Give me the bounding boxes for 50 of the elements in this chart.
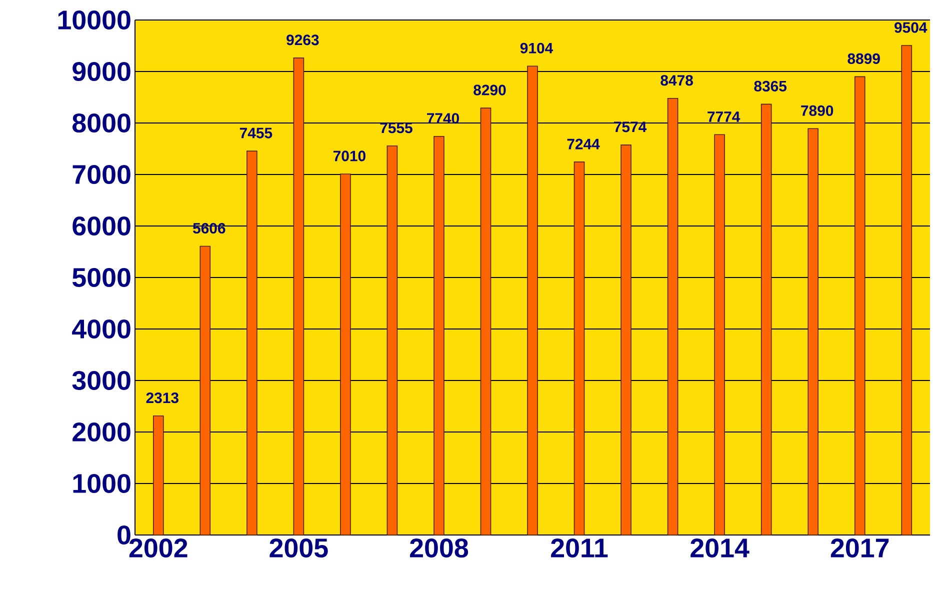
y-tick-label: 4000 bbox=[72, 319, 130, 339]
data-label: 9263 bbox=[286, 34, 319, 46]
x-tick-label: 2008 bbox=[410, 538, 468, 558]
bar bbox=[386, 146, 398, 536]
data-label: 8899 bbox=[848, 53, 880, 64]
data-label: 8290 bbox=[474, 84, 506, 96]
data-label: 7010 bbox=[333, 150, 366, 162]
data-label: 7574 bbox=[614, 122, 647, 132]
y-tick-label: 5000 bbox=[72, 268, 130, 288]
y-tick-label: 9000 bbox=[72, 62, 130, 82]
bar bbox=[480, 108, 492, 536]
x-tick-label: 2002 bbox=[129, 538, 188, 558]
x-tick-label: 2011 bbox=[551, 538, 608, 558]
x-tick-label: 2014 bbox=[690, 538, 750, 558]
bar bbox=[854, 76, 866, 536]
data-label: 9504 bbox=[894, 22, 928, 33]
bar bbox=[574, 162, 585, 536]
bar bbox=[340, 174, 351, 536]
bar bbox=[620, 144, 632, 536]
x-tick-label: 2005 bbox=[270, 538, 328, 558]
data-label: 7774 bbox=[708, 112, 740, 122]
bar bbox=[901, 45, 912, 536]
bar bbox=[434, 136, 444, 536]
bar bbox=[527, 66, 538, 536]
data-label: 7455 bbox=[240, 128, 272, 138]
data-label: 7890 bbox=[801, 105, 834, 116]
y-tick-label: 1000 bbox=[73, 474, 130, 494]
bar bbox=[246, 150, 258, 536]
bar bbox=[293, 58, 304, 536]
x-tick-label: 2017 bbox=[830, 538, 889, 558]
data-label: 9104 bbox=[520, 42, 554, 54]
data-label: 7555 bbox=[380, 122, 412, 134]
bar bbox=[714, 134, 725, 536]
y-tick-label: 6000 bbox=[72, 216, 130, 236]
data-label: 7244 bbox=[567, 138, 600, 150]
y-tick-label: 10000 bbox=[58, 10, 130, 30]
data-label: 2313 bbox=[146, 392, 178, 404]
bar bbox=[152, 415, 164, 536]
y-tick-label: 7000 bbox=[72, 164, 130, 184]
bar bbox=[667, 98, 678, 536]
bar bbox=[760, 104, 772, 536]
y-tick-label: 0 bbox=[118, 525, 130, 545]
data-label: 8478 bbox=[660, 75, 693, 86]
data-label: 7740 bbox=[427, 113, 459, 124]
y-tick-label: 3000 bbox=[72, 370, 130, 390]
bar bbox=[808, 128, 818, 536]
data-label: 8365 bbox=[754, 80, 787, 92]
y-tick-label: 2000 bbox=[72, 422, 130, 442]
y-tick-label: 8000 bbox=[72, 113, 130, 133]
bar bbox=[200, 246, 211, 536]
